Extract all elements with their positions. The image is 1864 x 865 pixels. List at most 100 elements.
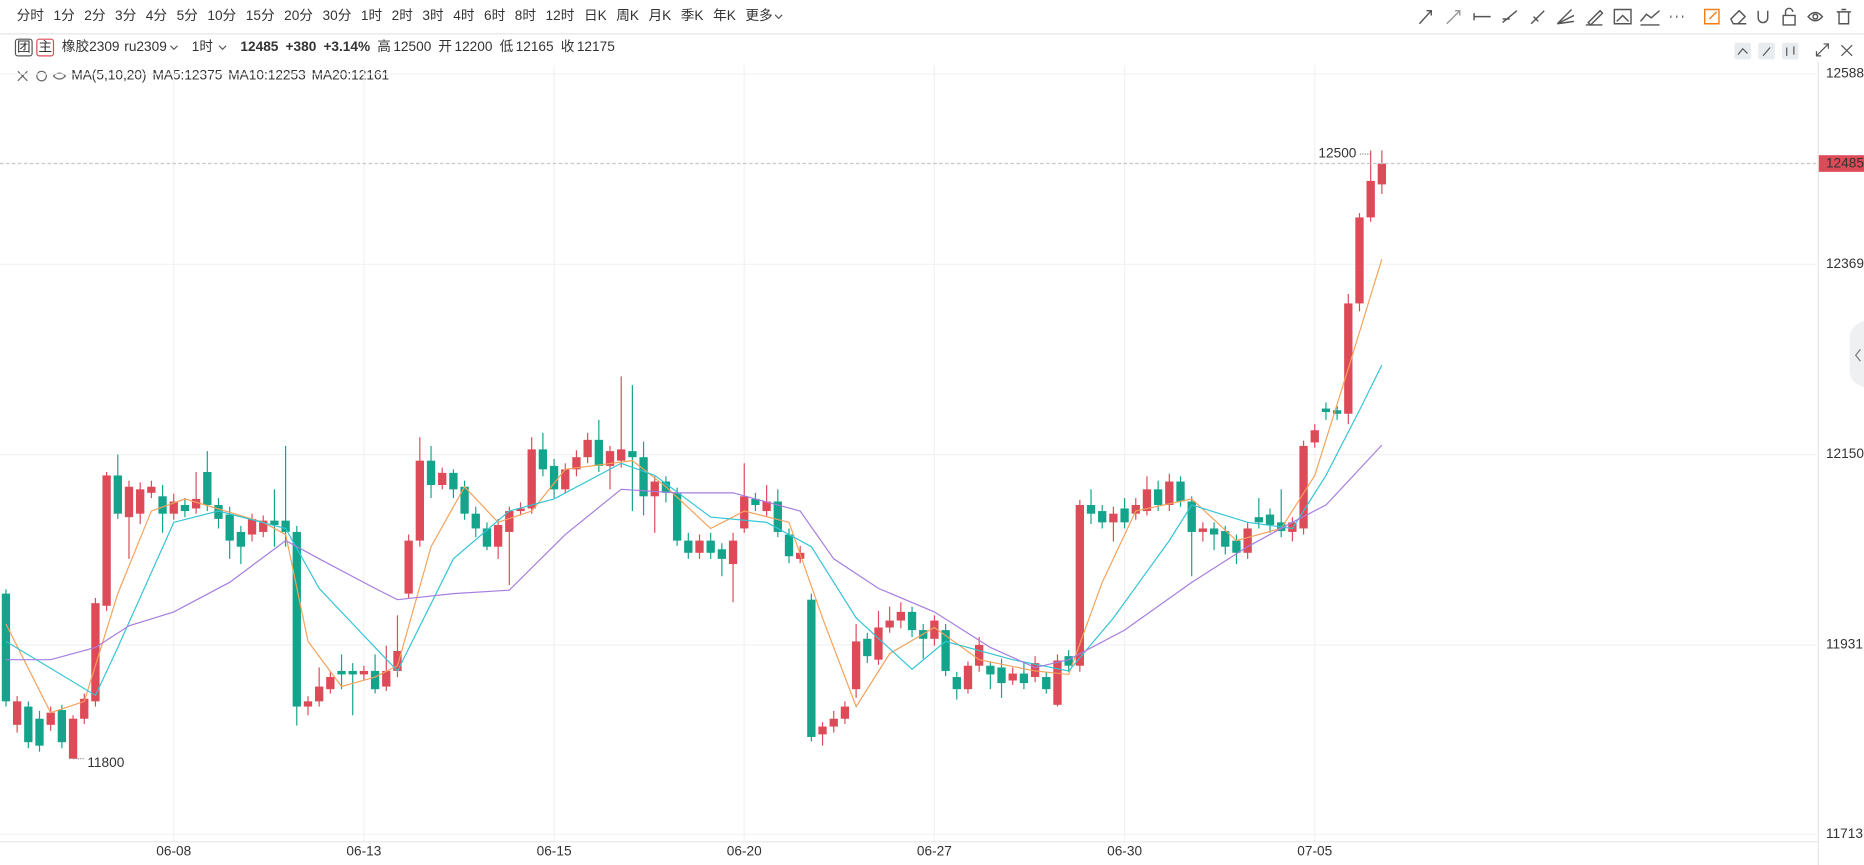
candle-body (706, 540, 715, 553)
y-tick-label: 12588 (1826, 66, 1864, 81)
candle-body (1310, 430, 1319, 443)
indicator-label: MA(5,10,20) (71, 68, 146, 83)
dropdown-caret (774, 14, 783, 20)
tool-hline[interactable] (1473, 13, 1491, 21)
period-button[interactable]: 2分 (84, 8, 106, 23)
indicator-settings[interactable] (36, 70, 47, 82)
candle-body (471, 513, 480, 529)
candle-body (136, 489, 145, 514)
last-price-tag (1818, 155, 1864, 172)
candle-body (963, 665, 973, 690)
candle-body (57, 710, 67, 743)
instrument-code: ru2309 (124, 39, 167, 54)
period-button[interactable]: 3分 (115, 8, 137, 23)
stat-value: 12165 (516, 39, 554, 54)
period-button[interactable]: 月K (649, 8, 672, 23)
tool-segment[interactable] (1502, 10, 1518, 24)
tool-magnet[interactable] (1757, 10, 1769, 24)
period-button[interactable]: 6时 (484, 8, 506, 23)
y-tick-label: 11931 (1826, 636, 1863, 651)
candle-body (605, 451, 615, 466)
candle-body (270, 520, 279, 525)
candle-body (191, 498, 201, 509)
period-button[interactable]: 年K (713, 8, 736, 23)
tool-chart[interactable] (1639, 10, 1660, 26)
candle-body (326, 677, 335, 690)
period-button[interactable]: 30分 (323, 8, 352, 23)
period-button[interactable]: 12时 (546, 8, 575, 23)
tool-delete[interactable] (1836, 8, 1851, 25)
x-tick-label: 06-08 (156, 844, 191, 859)
tool-pen[interactable] (1585, 9, 1604, 26)
last-price: 12485 (240, 39, 278, 54)
ctrl-fullscreen[interactable] (1815, 43, 1829, 57)
period-button[interactable]: 20分 (284, 8, 313, 23)
period-button[interactable]: 周K (616, 8, 639, 23)
candle-body (1187, 501, 1196, 532)
period-button[interactable]: 4时 (453, 8, 475, 23)
candle-body (751, 498, 760, 505)
candle-body (415, 460, 425, 541)
tool-arrow[interactable] (1446, 9, 1461, 25)
tool-eraser[interactable] (1729, 9, 1747, 25)
candle-body (874, 627, 883, 660)
candle-body (952, 677, 961, 690)
candle-body (1232, 540, 1241, 553)
period-button[interactable]: 10分 (207, 8, 236, 23)
period-button[interactable]: 5分 (177, 8, 199, 23)
candle-body (124, 486, 134, 518)
candle-body (315, 686, 324, 702)
candle-body (1086, 504, 1096, 514)
period-button[interactable]: 季K (681, 8, 704, 23)
period-button[interactable]: 15分 (246, 8, 275, 23)
period-button[interactable]: 1分 (53, 8, 75, 23)
candle-body (147, 486, 156, 493)
tool-lock[interactable] (1782, 7, 1796, 26)
period-button[interactable]: 2时 (392, 8, 414, 23)
candle-body (404, 540, 413, 594)
candle-body (180, 504, 190, 512)
candle-body (203, 471, 212, 505)
legend-entry: MA10:12253 (228, 68, 305, 83)
ctrl-style[interactable] (1781, 42, 1799, 60)
candle-body (1075, 504, 1084, 666)
period-button[interactable]: 日K (584, 8, 607, 23)
period-button[interactable]: 4分 (146, 8, 168, 23)
candle-body (393, 650, 402, 671)
tool-eye[interactable] (1807, 11, 1824, 22)
period-button[interactable]: 更多 (745, 7, 772, 23)
candle-body (549, 465, 559, 490)
candle-body (941, 630, 950, 671)
ctrl-close[interactable] (1840, 44, 1853, 57)
candle-body (1131, 504, 1140, 514)
ma-line (5, 364, 1383, 697)
tool-edit[interactable] (1703, 8, 1720, 25)
chart-period: 1时 (192, 39, 214, 54)
candle-body (728, 540, 738, 565)
tool-parallel[interactable] (1530, 10, 1545, 25)
candle-body (348, 670, 357, 675)
candle-body (762, 501, 771, 512)
tool-ray[interactable] (1418, 9, 1432, 25)
candle-body (1165, 481, 1174, 505)
period-button[interactable]: 3时 (422, 8, 444, 23)
candle-body (247, 518, 257, 535)
candle-body (617, 449, 626, 461)
chart-controls[interactable] (1734, 42, 1853, 60)
ctrl-indicator[interactable] (1734, 42, 1752, 60)
stat-value: 12175 (577, 39, 615, 54)
indicator-close[interactable] (17, 70, 28, 82)
candle-body (851, 641, 861, 690)
candle-body (740, 496, 749, 529)
candle-body (986, 665, 995, 675)
tool-fan[interactable] (1556, 9, 1575, 25)
period-button[interactable]: 8时 (515, 8, 537, 23)
candle-body (359, 670, 369, 675)
period-button[interactable]: 1时 (361, 8, 383, 23)
drawing-tools[interactable] (1418, 7, 1851, 26)
x-tick-label: 06-15 (537, 844, 572, 859)
last-price-label: 12485 (1826, 156, 1864, 171)
period-button[interactable]: 分时 (17, 8, 45, 23)
tool-image[interactable] (1613, 8, 1632, 25)
